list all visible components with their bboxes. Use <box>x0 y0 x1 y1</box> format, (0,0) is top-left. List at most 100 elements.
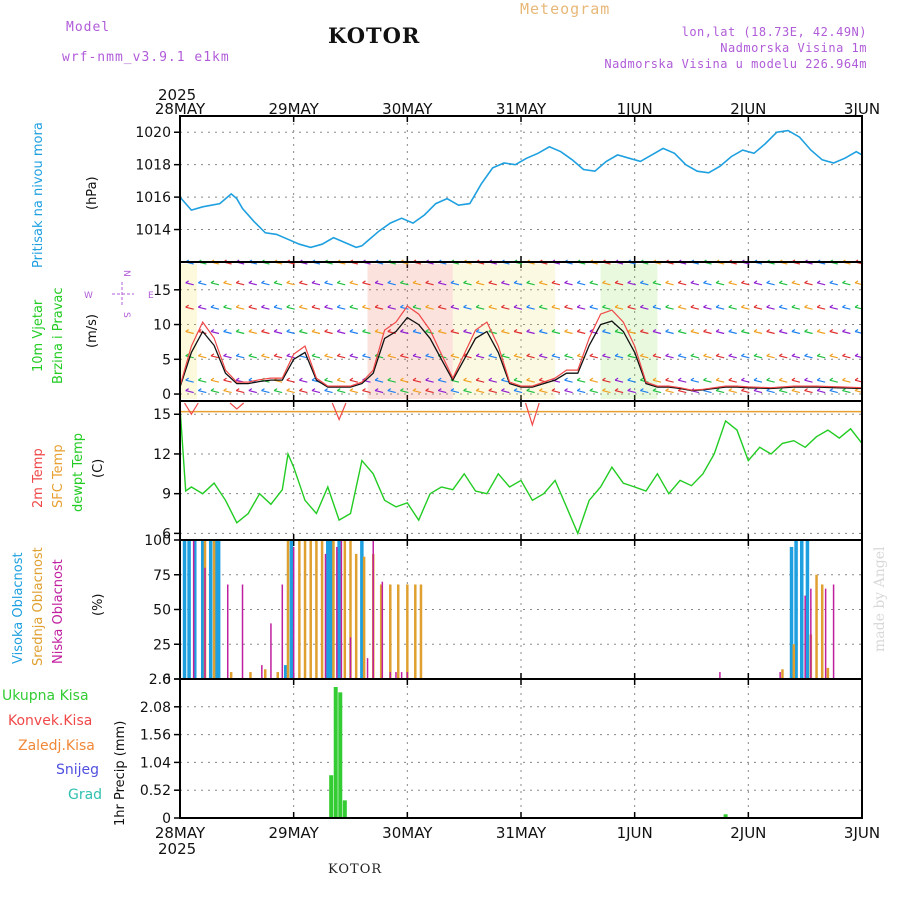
wind-arrow <box>539 355 548 359</box>
wind-arrow <box>715 306 725 310</box>
wind-arrow <box>766 306 775 310</box>
wind-arrow <box>311 329 316 332</box>
wind-arrow <box>753 329 758 332</box>
wind-arrow <box>299 280 303 284</box>
time-tick-label: 29MAY <box>269 100 320 118</box>
wind-arrow <box>665 379 674 383</box>
temp2m-line <box>331 402 347 422</box>
y-tick-label: 50 <box>153 603 171 619</box>
low-cloud-bar <box>349 637 352 679</box>
wind-arrow <box>551 355 561 359</box>
wind-arrow <box>842 353 846 357</box>
wind-arrow <box>842 282 851 286</box>
wind-arrow <box>349 329 354 332</box>
wind-arrow <box>349 282 359 286</box>
mid-cloud-bar <box>826 667 830 679</box>
wind-arrow <box>223 379 232 383</box>
wind-arrow <box>387 282 396 286</box>
wind-arrow <box>665 353 669 357</box>
wind-arrow <box>425 330 434 335</box>
wind-arrow <box>210 306 220 310</box>
wind-arrow <box>476 306 485 310</box>
wind-arrow <box>627 379 636 383</box>
wind-arrow <box>400 304 404 308</box>
wind-arrow <box>235 377 240 381</box>
wind-arrow <box>412 329 417 332</box>
wind-arrow <box>248 329 253 332</box>
wind-arrow <box>741 306 750 310</box>
wind-arrow <box>475 329 480 332</box>
wind-arrow <box>602 355 611 359</box>
wind-arrow <box>374 280 379 284</box>
wind-arrow <box>513 379 523 383</box>
wind-arrow <box>210 353 215 357</box>
wind-arrow <box>665 329 669 332</box>
wind-arrow <box>842 304 846 308</box>
wind-arrow <box>715 379 725 383</box>
year-top: 2025 <box>158 86 196 104</box>
wind-arrow <box>728 329 733 332</box>
wind-arrow <box>286 280 291 284</box>
wind-arrow <box>576 388 581 392</box>
wind-arrow <box>362 329 366 332</box>
wind-arrow <box>261 282 270 286</box>
panel-frame <box>179 400 863 541</box>
wind-label-2: Brzina i Pravac <box>51 287 66 384</box>
wind-arrow <box>741 388 745 392</box>
wind-arrow <box>526 389 535 394</box>
wind-arrow <box>753 377 758 381</box>
high-cloud-bar <box>289 540 294 679</box>
wind-arrow <box>475 388 480 392</box>
wind-arrow <box>652 377 657 381</box>
wind-arrow <box>387 304 392 308</box>
wind-arrow <box>488 280 493 284</box>
wind-band <box>452 264 556 399</box>
wind-arrow <box>842 329 846 332</box>
mid-cloud-bar <box>249 672 252 679</box>
wind-arrow <box>437 329 442 332</box>
y-tick-label: 10 <box>153 318 171 334</box>
wind-arrow <box>614 306 624 310</box>
time-tick-label: 1JUN <box>617 824 653 842</box>
mid-cloud-bar <box>320 540 324 679</box>
wind-arrow <box>501 330 510 335</box>
precip-legend-item: Ukupna Kisa <box>2 688 89 704</box>
cloud-label-2: Srednja Oblacnost <box>31 547 46 666</box>
temp-label-3: dewpt Temp <box>71 433 86 512</box>
wind-arrow <box>185 377 190 381</box>
wind-arrow <box>286 282 295 286</box>
wind-arrow <box>753 280 758 284</box>
wind-arrow <box>273 330 283 335</box>
wind-arrow <box>842 388 846 392</box>
wind-arrow <box>640 280 644 284</box>
wind-arrow <box>791 330 801 335</box>
wind-arrow <box>779 379 788 383</box>
model-altitude-text: Nadmorska Visina u modelu 226.964m <box>604 57 867 71</box>
y-tick-label: 100 <box>144 533 171 549</box>
wind-arrow <box>463 282 472 286</box>
wind-arrow <box>210 329 215 332</box>
wind-arrow <box>311 388 316 392</box>
low-cloud-bar <box>779 672 781 679</box>
wind-arrow <box>374 282 384 286</box>
mid-cloud-bar <box>229 672 233 679</box>
wind-arrow <box>766 282 775 286</box>
wind-arrow <box>438 282 447 286</box>
wind-arrow <box>804 306 813 310</box>
wind-arrow <box>513 389 523 394</box>
wind-arrow <box>223 280 227 284</box>
wind-arrow <box>463 329 467 332</box>
wind-arrow <box>273 280 278 284</box>
low-cloud-bar <box>366 658 369 679</box>
high-cloud-bar <box>337 540 341 679</box>
wind-arrow <box>753 306 763 310</box>
wind-arrow <box>362 304 366 308</box>
wind-arrow <box>715 388 720 392</box>
wind-arrow <box>198 282 207 286</box>
precip-legend-item: Grad <box>68 787 102 803</box>
wind-arrow <box>778 353 783 357</box>
wind-arrow <box>564 355 573 359</box>
wind-arrow <box>210 330 220 335</box>
wind-arrow <box>197 377 202 381</box>
